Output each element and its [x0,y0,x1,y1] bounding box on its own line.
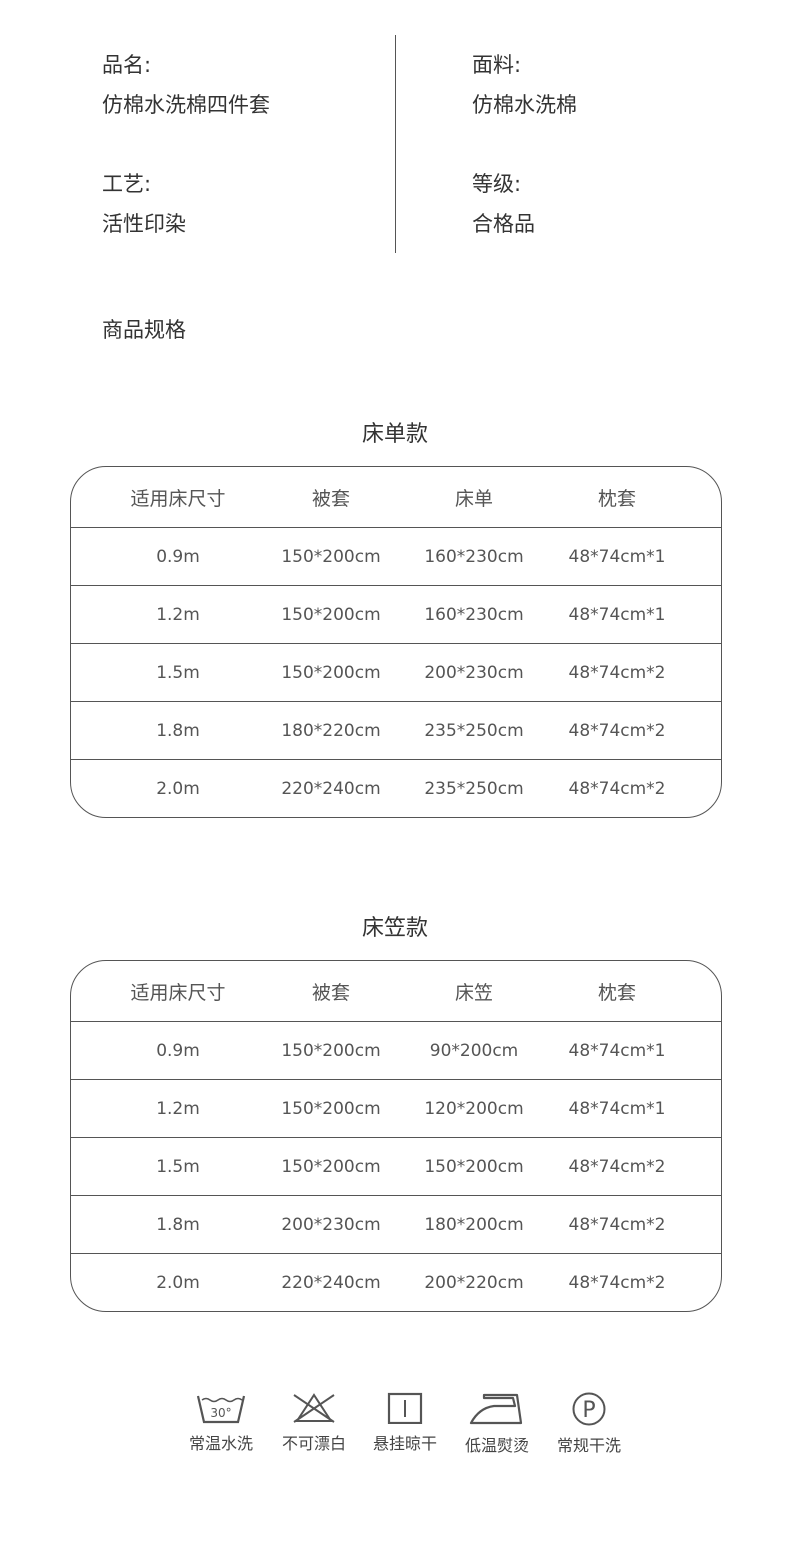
care-label: 悬挂晾干 [372,1434,437,1453]
care-dryclean: P 常规干洗 [544,1392,634,1456]
svg-text:30°: 30° [210,1406,231,1420]
info-value-craft: 活性印染 [102,212,186,236]
info-label-craft: 工艺: [102,172,152,196]
table-cell: 200*220cm [424,1272,524,1293]
table-row: 1.8m 180*220cm 235*250cm 48*74cm*2 [71,701,721,759]
table-cell: 120*200cm [424,1098,524,1119]
wash-30-icon: 30° [196,1395,246,1424]
table-row: 2.0m 220*240cm 200*220cm 48*74cm*2 [71,1253,721,1311]
table-row: 1.2m 150*200cm 120*200cm 48*74cm*1 [71,1079,721,1137]
table-cell: 48*74cm*1 [568,604,666,625]
column-header: 床笠 [454,981,493,1004]
care-bleach: 不可漂白 [269,1392,359,1454]
table-row: 1.2m 150*200cm 160*230cm 48*74cm*1 [71,585,721,643]
table-row: 0.9m 150*200cm 90*200cm 48*74cm*1 [71,1021,721,1079]
svg-text:P: P [582,1398,595,1423]
info-value-grade: 合格品 [472,212,535,236]
info-divider [395,35,396,253]
table-cell: 90*200cm [429,1040,519,1061]
table-header: 适用床尺寸 被套 床单 枕套 [71,467,721,527]
care-label: 常温水洗 [188,1434,253,1453]
table-cell: 150*200cm [281,1040,381,1061]
table-cell: 160*230cm [424,604,524,625]
care-label: 低温熨烫 [464,1436,529,1455]
column-header: 适用床尺寸 [130,981,226,1004]
table-cell: 48*74cm*1 [568,546,666,567]
table-cell: 2.0m [156,1272,200,1293]
table-cell: 48*74cm*2 [568,1272,666,1293]
table-cell: 48*74cm*2 [568,662,666,683]
table-cell: 48*74cm*2 [568,778,666,799]
table-cell: 220*240cm [281,778,381,799]
table-cell: 0.9m [156,546,200,567]
table-cell: 235*250cm [424,720,524,741]
table-cell: 1.2m [156,1098,200,1119]
info-label-name: 品名: [102,53,152,77]
table-row: 1.8m 200*230cm 180*200cm 48*74cm*2 [71,1195,721,1253]
table-cell: 180*200cm [424,1214,524,1235]
table-row: 1.5m 150*200cm 150*200cm 48*74cm*2 [71,1137,721,1195]
info-label-grade: 等级: [472,172,522,196]
table-cell: 150*200cm [281,1156,381,1177]
care-label: 常规干洗 [556,1436,621,1455]
table-cell: 220*240cm [281,1272,381,1293]
info-value-fabric: 仿棉水洗棉 [472,93,577,117]
care-iron: 低温熨烫 [452,1392,542,1456]
table-cell: 48*74cm*2 [568,720,666,741]
spec-title: 商品规格 [102,318,186,342]
care-hang: 悬挂晾干 [360,1392,450,1454]
spec-table-sheet: 适用床尺寸 被套 床单 枕套 0.9m 150*200cm 160*230cm 48*74cm… [70,466,722,818]
table-cell: 150*200cm [424,1156,524,1177]
table-cell: 1.2m [156,604,200,625]
table-cell: 200*230cm [281,1214,381,1235]
table-cell: 150*200cm [281,546,381,567]
table-cell: 1.5m [156,662,200,683]
table-row: 2.0m 220*240cm 235*250cm 48*74cm*2 [71,759,721,817]
table-row: 0.9m 150*200cm 160*230cm 48*74cm*1 [71,527,721,585]
table-cell: 160*230cm [424,546,524,567]
table-cell: 48*74cm*2 [568,1156,666,1177]
table-cell: 235*250cm [424,778,524,799]
info-label-fabric: 面料: [472,53,522,77]
table-cell: 1.5m [156,1156,200,1177]
table-cell: 48*74cm*1 [568,1040,666,1061]
care-label: 不可漂白 [281,1434,346,1453]
column-header: 床单 [454,487,493,510]
column-header: 枕套 [597,487,636,510]
table-row: 1.5m 150*200cm 200*230cm 48*74cm*2 [71,643,721,701]
table-cell: 48*74cm*1 [568,1098,666,1119]
column-header: 被套 [311,981,350,1004]
table-cell: 0.9m [156,1040,200,1061]
hang-dry-icon [387,1392,423,1424]
info-value-name: 仿棉水洗棉四件套 [102,93,270,117]
low-iron-icon [469,1393,523,1425]
table-title-sheet: 床单款 [361,422,428,447]
column-header: 被套 [311,487,350,510]
column-header: 适用床尺寸 [130,487,226,510]
table-cell: 200*230cm [424,662,524,683]
table-cell: 48*74cm*2 [568,1214,666,1235]
table-cell: 2.0m [156,778,200,799]
table-title-fitted: 床笠款 [361,916,428,941]
spec-table-fitted: 适用床尺寸 被套 床笠 枕套 0.9m 150*200cm 90*200cm 48*74cm*… [70,960,722,1312]
table-cell: 180*220cm [281,720,381,741]
table-cell: 150*200cm [281,604,381,625]
dry-clean-p-icon: P [572,1392,606,1426]
no-bleach-icon [293,1393,335,1423]
table-header: 适用床尺寸 被套 床笠 枕套 [71,961,721,1021]
column-header: 枕套 [597,981,636,1004]
care-wash: 30° 常温水洗 [176,1392,266,1454]
table-cell: 1.8m [156,1214,200,1235]
table-cell: 150*200cm [281,1098,381,1119]
table-cell: 150*200cm [281,662,381,683]
table-cell: 1.8m [156,720,200,741]
